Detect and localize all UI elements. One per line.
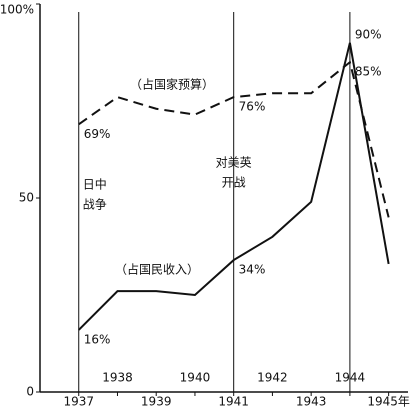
series-label: （占国民收入）	[115, 262, 199, 277]
x-tick-label: 1945年	[367, 395, 410, 407]
line	[78, 60, 390, 218]
x-tick-label: 1939	[141, 395, 172, 407]
value-label: 76%	[239, 100, 266, 114]
value-label: 90%	[355, 27, 382, 41]
value-label: 85%	[355, 65, 382, 79]
y-tick-label: 0	[26, 385, 34, 399]
x-tick-label: 1941	[218, 395, 249, 407]
value-label: 16%	[84, 332, 111, 346]
y-tick-label: 100%	[0, 3, 34, 17]
line	[78, 42, 390, 331]
x-tick-label: 1940	[180, 371, 211, 385]
series-label: （占国家预算）	[130, 77, 214, 92]
annotation: 战争	[83, 198, 107, 212]
x-tick-label: 1942	[257, 371, 288, 385]
y-tick-label: 50	[19, 191, 34, 205]
value-label: 34%	[239, 263, 266, 277]
value-label: 69%	[84, 127, 111, 141]
x-tick-label: 1938	[102, 371, 133, 385]
x-tick-label: 1943	[296, 395, 327, 407]
annotation: 开战	[222, 176, 246, 190]
annotation: 对美英	[216, 156, 252, 170]
x-tick-label: 1937	[63, 395, 94, 407]
annotation: 日中	[83, 177, 107, 192]
